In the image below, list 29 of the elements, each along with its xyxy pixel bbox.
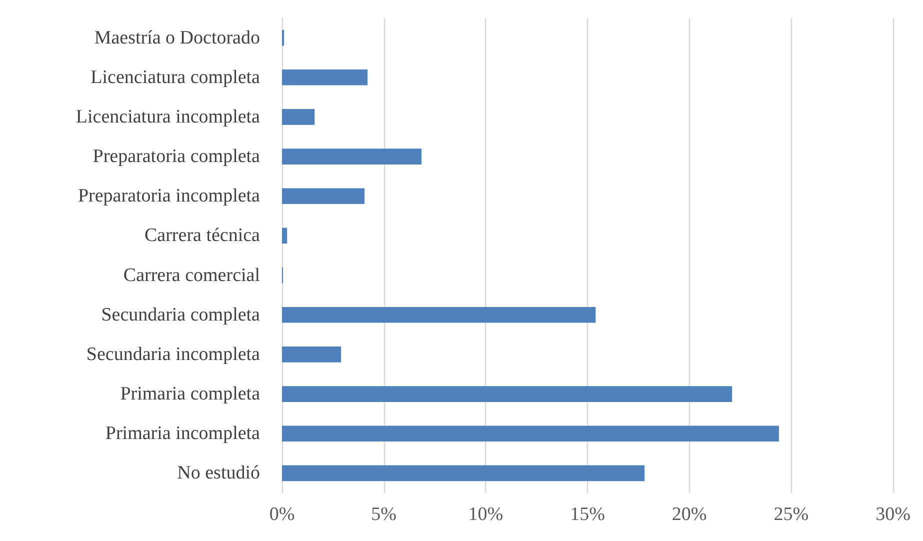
y-tick-label: Licenciatura incompleta bbox=[76, 106, 261, 128]
y-tick-label: Secundaria incompleta bbox=[86, 344, 261, 365]
bar bbox=[282, 148, 422, 164]
bar bbox=[282, 69, 368, 86]
y-tick-label: Licenciatura completa bbox=[90, 66, 261, 88]
y-tick-label: Preparatoria incompleta bbox=[78, 186, 261, 207]
y-tick-label: Secundaria completa bbox=[101, 304, 261, 326]
y-tick-label: Maestría o Doctorado bbox=[94, 27, 260, 48]
bar bbox=[282, 465, 645, 482]
x-tick-label: 20% bbox=[672, 504, 707, 525]
y-tick-label: Carrera comercial bbox=[123, 264, 260, 286]
bar bbox=[282, 188, 364, 204]
bar bbox=[282, 228, 288, 244]
bar bbox=[282, 346, 342, 362]
bar bbox=[282, 426, 779, 442]
y-tick-label: Carrera técnica bbox=[144, 225, 261, 246]
x-tick-label: 25% bbox=[774, 504, 809, 525]
y-tick-label: No estudió bbox=[177, 462, 260, 484]
bar bbox=[282, 386, 732, 402]
bar bbox=[282, 109, 315, 125]
x-tick-label: 10% bbox=[468, 504, 504, 525]
x-tick-label: 0% bbox=[269, 504, 295, 525]
x-tick-label: 15% bbox=[570, 504, 606, 525]
bar bbox=[282, 306, 596, 323]
x-tick-label: 30% bbox=[876, 504, 911, 525]
y-tick-label: Preparatoria completa bbox=[92, 146, 261, 168]
x-tick-label: 5% bbox=[371, 504, 397, 525]
y-tick-label: Primaria incompleta bbox=[105, 423, 261, 444]
y-tick-label: Primaria completa bbox=[120, 384, 261, 405]
